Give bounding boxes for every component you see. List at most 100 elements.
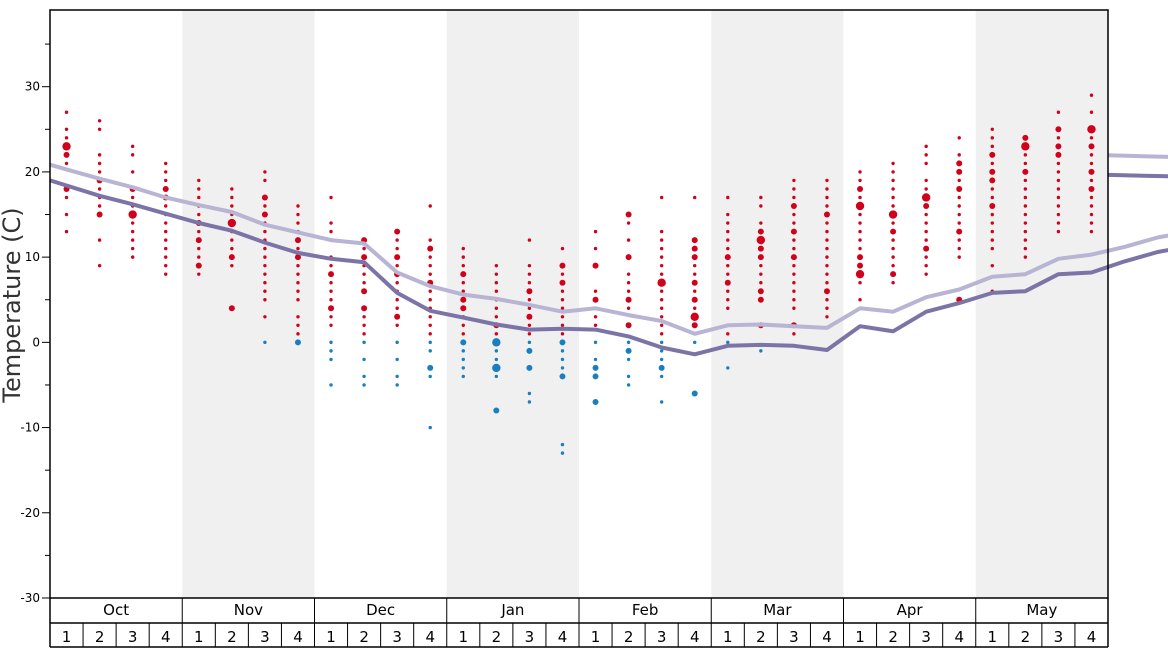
observation-dot <box>428 315 432 319</box>
observation-dot <box>128 210 137 219</box>
observation-dot <box>891 195 895 200</box>
observation-dot <box>1023 212 1028 217</box>
observation-dot <box>428 349 432 353</box>
observation-dot <box>395 323 399 328</box>
y-axis-label: Temperature (C) <box>0 207 26 403</box>
observation-dot <box>494 315 499 319</box>
observation-dot <box>62 142 71 151</box>
observation-dot <box>659 246 664 251</box>
observation-dot <box>1023 187 1028 191</box>
y-tick-label: -10 <box>20 421 40 435</box>
observation-dot <box>1023 238 1028 242</box>
observation-dot <box>855 201 865 211</box>
observation-dot <box>1056 229 1061 234</box>
observation-dot <box>858 195 862 200</box>
observation-dot <box>691 322 698 329</box>
observation-dot <box>329 349 333 353</box>
observation-dot <box>1089 110 1094 114</box>
observation-dot <box>494 263 499 268</box>
observation-dot <box>428 323 432 328</box>
observation-dot <box>1023 195 1028 200</box>
week-label: 1 <box>459 628 469 646</box>
observation-dot <box>230 263 234 268</box>
observation-dot <box>427 364 434 371</box>
observation-dot <box>97 263 102 268</box>
observation-dot <box>461 374 465 379</box>
observation-dot <box>726 332 730 336</box>
observation-dot <box>494 272 499 276</box>
observation-dot <box>625 254 632 261</box>
observation-dot <box>296 221 300 225</box>
observation-dot <box>362 272 366 276</box>
observation-dot <box>890 228 897 235</box>
observation-dot <box>659 238 664 242</box>
observation-dot <box>428 340 432 345</box>
observation-dot <box>527 263 532 268</box>
observation-dot <box>659 349 664 353</box>
observation-dot <box>855 269 865 279</box>
observation-dot <box>626 357 631 362</box>
observation-dot <box>888 210 898 219</box>
observation-dot <box>757 245 764 252</box>
observation-dot <box>1023 153 1028 157</box>
observation-dot <box>461 349 465 353</box>
observation-dot <box>296 332 300 336</box>
y-tick-label: 10 <box>25 250 40 264</box>
observation-dot <box>990 238 994 242</box>
observation-dot <box>593 315 598 319</box>
observation-dot <box>362 323 366 328</box>
observation-dot <box>461 280 465 285</box>
observation-dot <box>792 289 796 293</box>
observation-dot <box>230 238 234 242</box>
observation-dot <box>626 374 631 379</box>
observation-dot <box>494 374 499 379</box>
observation-dot <box>825 280 829 285</box>
month-label: Oct <box>103 601 129 619</box>
observation-dot <box>858 170 862 174</box>
observation-dot <box>64 161 69 166</box>
observation-dot <box>197 195 201 200</box>
observation-dot <box>759 221 763 225</box>
observation-dot <box>228 305 235 312</box>
observation-dot <box>825 221 829 225</box>
week-label: 2 <box>888 628 898 646</box>
y-tick-label: -20 <box>20 506 40 520</box>
observation-dot <box>329 289 333 293</box>
observation-dot <box>1088 168 1095 175</box>
week-label: 4 <box>690 628 700 646</box>
observation-dot <box>659 263 664 268</box>
observation-dot <box>1089 136 1094 140</box>
observation-dot <box>858 221 862 225</box>
observation-dot <box>130 246 135 251</box>
observation-dot <box>64 136 69 140</box>
observation-dot <box>1089 195 1094 200</box>
observation-dot <box>989 151 996 158</box>
observation-dot <box>790 203 797 209</box>
observation-dot <box>296 289 300 293</box>
observation-dot <box>693 340 697 345</box>
observation-dot <box>428 425 432 430</box>
observation-dot <box>1056 187 1061 191</box>
observation-dot <box>1056 195 1061 200</box>
week-label: 4 <box>558 628 568 646</box>
observation-dot <box>924 263 928 268</box>
observation-dot <box>1089 212 1094 217</box>
observation-dot <box>957 246 961 251</box>
observation-dot <box>560 272 565 276</box>
observation-dot <box>990 127 994 132</box>
observation-dot <box>657 278 666 287</box>
observation-dot <box>659 357 664 362</box>
observation-dot <box>990 187 994 191</box>
observation-dot <box>362 315 366 319</box>
observation-dot <box>559 262 566 269</box>
observation-dot <box>1089 161 1094 166</box>
observation-dot <box>759 204 763 208</box>
week-label: 2 <box>95 628 105 646</box>
observation-dot <box>263 263 267 268</box>
observation-dot <box>130 170 135 174</box>
observation-dot <box>527 238 532 242</box>
observation-dot <box>659 323 664 328</box>
observation-dot <box>526 347 533 354</box>
week-label: 1 <box>988 628 998 646</box>
